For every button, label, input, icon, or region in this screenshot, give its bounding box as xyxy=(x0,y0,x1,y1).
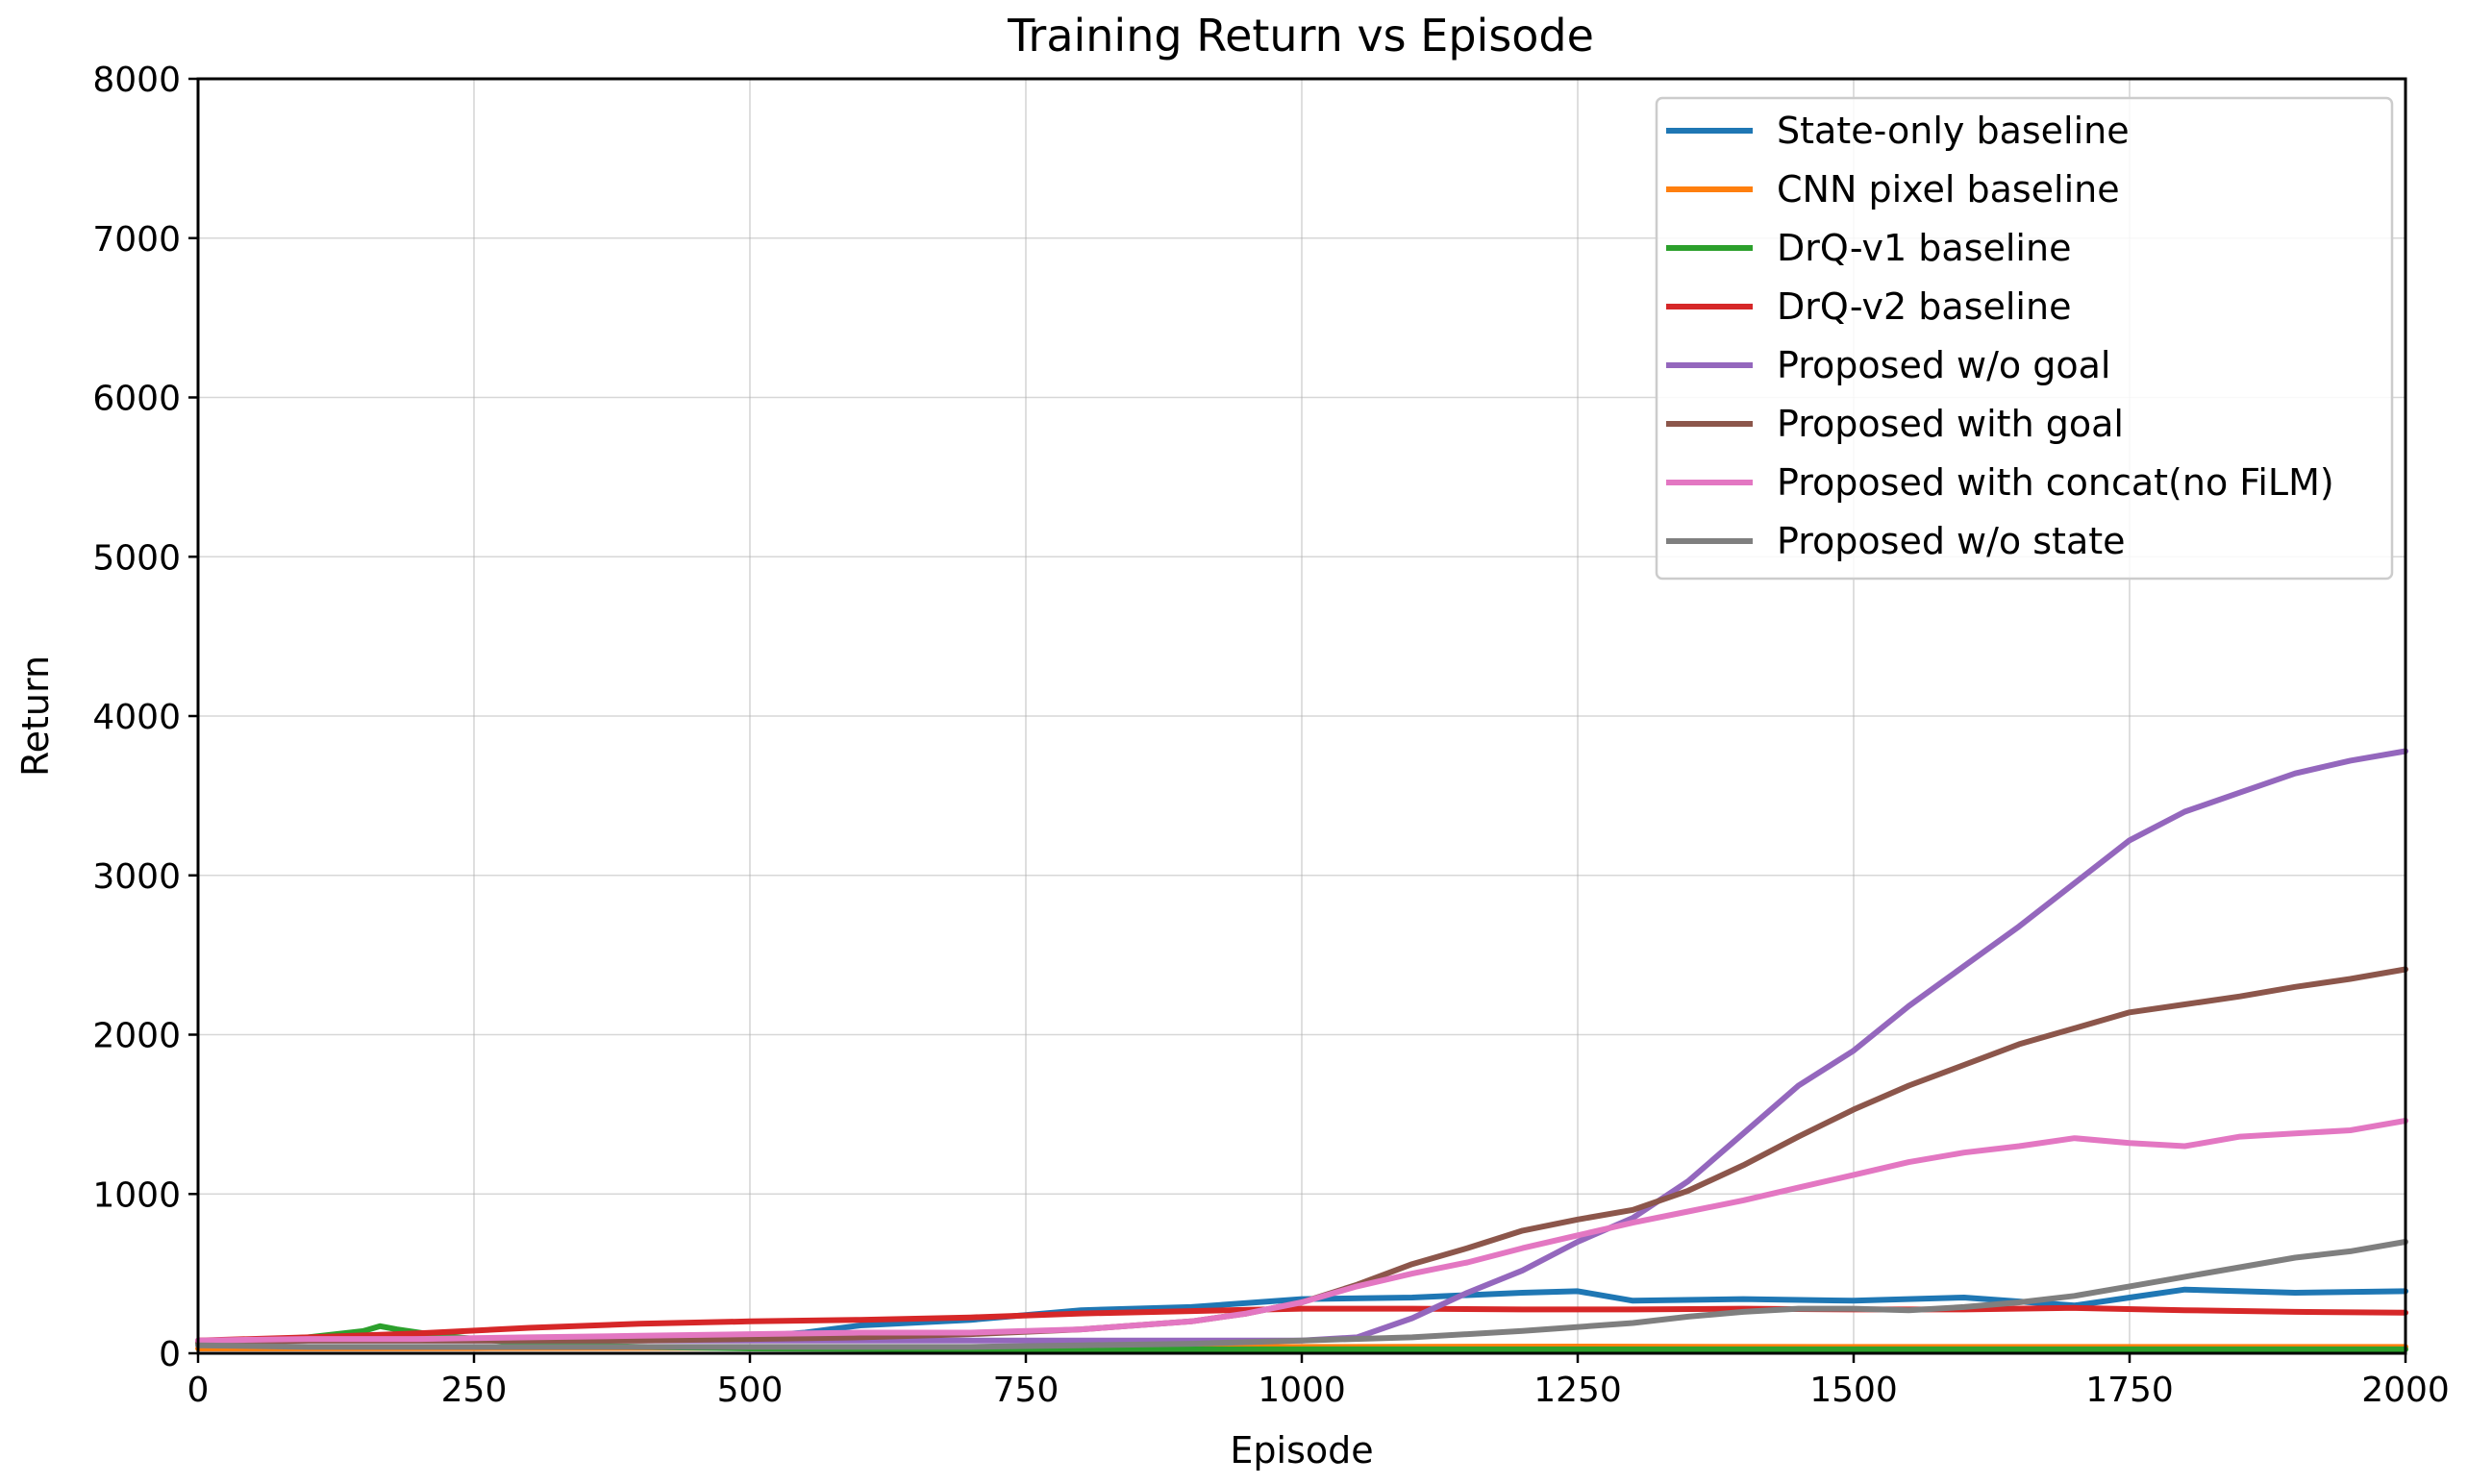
legend-entry-label: CNN pixel baseline xyxy=(1777,168,2120,210)
x-tick-label: 500 xyxy=(717,1371,784,1410)
x-tick-label: 1250 xyxy=(1533,1371,1622,1410)
y-tick-label: 4000 xyxy=(92,698,181,737)
x-axis-ticks: 0 250 500 750 1000 1250 1500 1750 2000 xyxy=(187,1353,2450,1410)
legend-entry-label: DrQ-v1 baseline xyxy=(1777,227,2071,269)
legend-entry-label: DrQ-v2 baseline xyxy=(1777,285,2071,328)
series-lines xyxy=(195,748,2408,1352)
legend-box xyxy=(1655,96,2394,581)
x-tick-label: 1500 xyxy=(1809,1371,1898,1410)
x-tick-label: 2000 xyxy=(2361,1371,2450,1410)
x-tick-label: 250 xyxy=(441,1371,508,1410)
y-tick-label: 3000 xyxy=(92,857,181,897)
legend-entry-label: Proposed with concat(no FiLM) xyxy=(1777,461,2334,504)
y-axis-label: Return xyxy=(14,655,57,777)
chart-title: Training Return vs Episode xyxy=(1007,10,1594,62)
x-tick-label: 0 xyxy=(187,1371,210,1410)
y-axis-ticks: 0 1000 2000 3000 4000 5000 6000 7000 8000 xyxy=(92,61,198,1374)
x-axis-label: Episode xyxy=(1230,1429,1373,1472)
y-tick-label: 6000 xyxy=(92,380,181,419)
legend-entry-label: Proposed with goal xyxy=(1777,403,2124,445)
legend-entry-label: Proposed w/o state xyxy=(1777,520,2126,562)
x-tick-label: 1000 xyxy=(1258,1371,1346,1410)
series-line-proposed-w-o-state xyxy=(195,1239,2408,1350)
y-tick-label: 1000 xyxy=(92,1175,181,1215)
y-tick-label: 8000 xyxy=(92,61,181,100)
legend-entry-label: Proposed w/o goal xyxy=(1777,344,2110,386)
legend: State-only baseline CNN pixel baseline DrQ… xyxy=(1655,96,2394,581)
y-tick-label: 5000 xyxy=(92,538,181,578)
x-tick-label: 1750 xyxy=(2085,1371,2174,1410)
y-tick-label: 0 xyxy=(159,1335,181,1374)
y-tick-label: 2000 xyxy=(92,1017,181,1056)
x-tick-label: 750 xyxy=(993,1371,1059,1410)
legend-entry-label: State-only baseline xyxy=(1777,110,2130,152)
series-line-proposed-with-concat-no-film xyxy=(195,1118,2408,1344)
series-line-proposed-with-goal xyxy=(195,966,2408,1346)
series-line-drq-v2-baseline xyxy=(195,1304,2408,1344)
y-tick-label: 7000 xyxy=(92,220,181,260)
